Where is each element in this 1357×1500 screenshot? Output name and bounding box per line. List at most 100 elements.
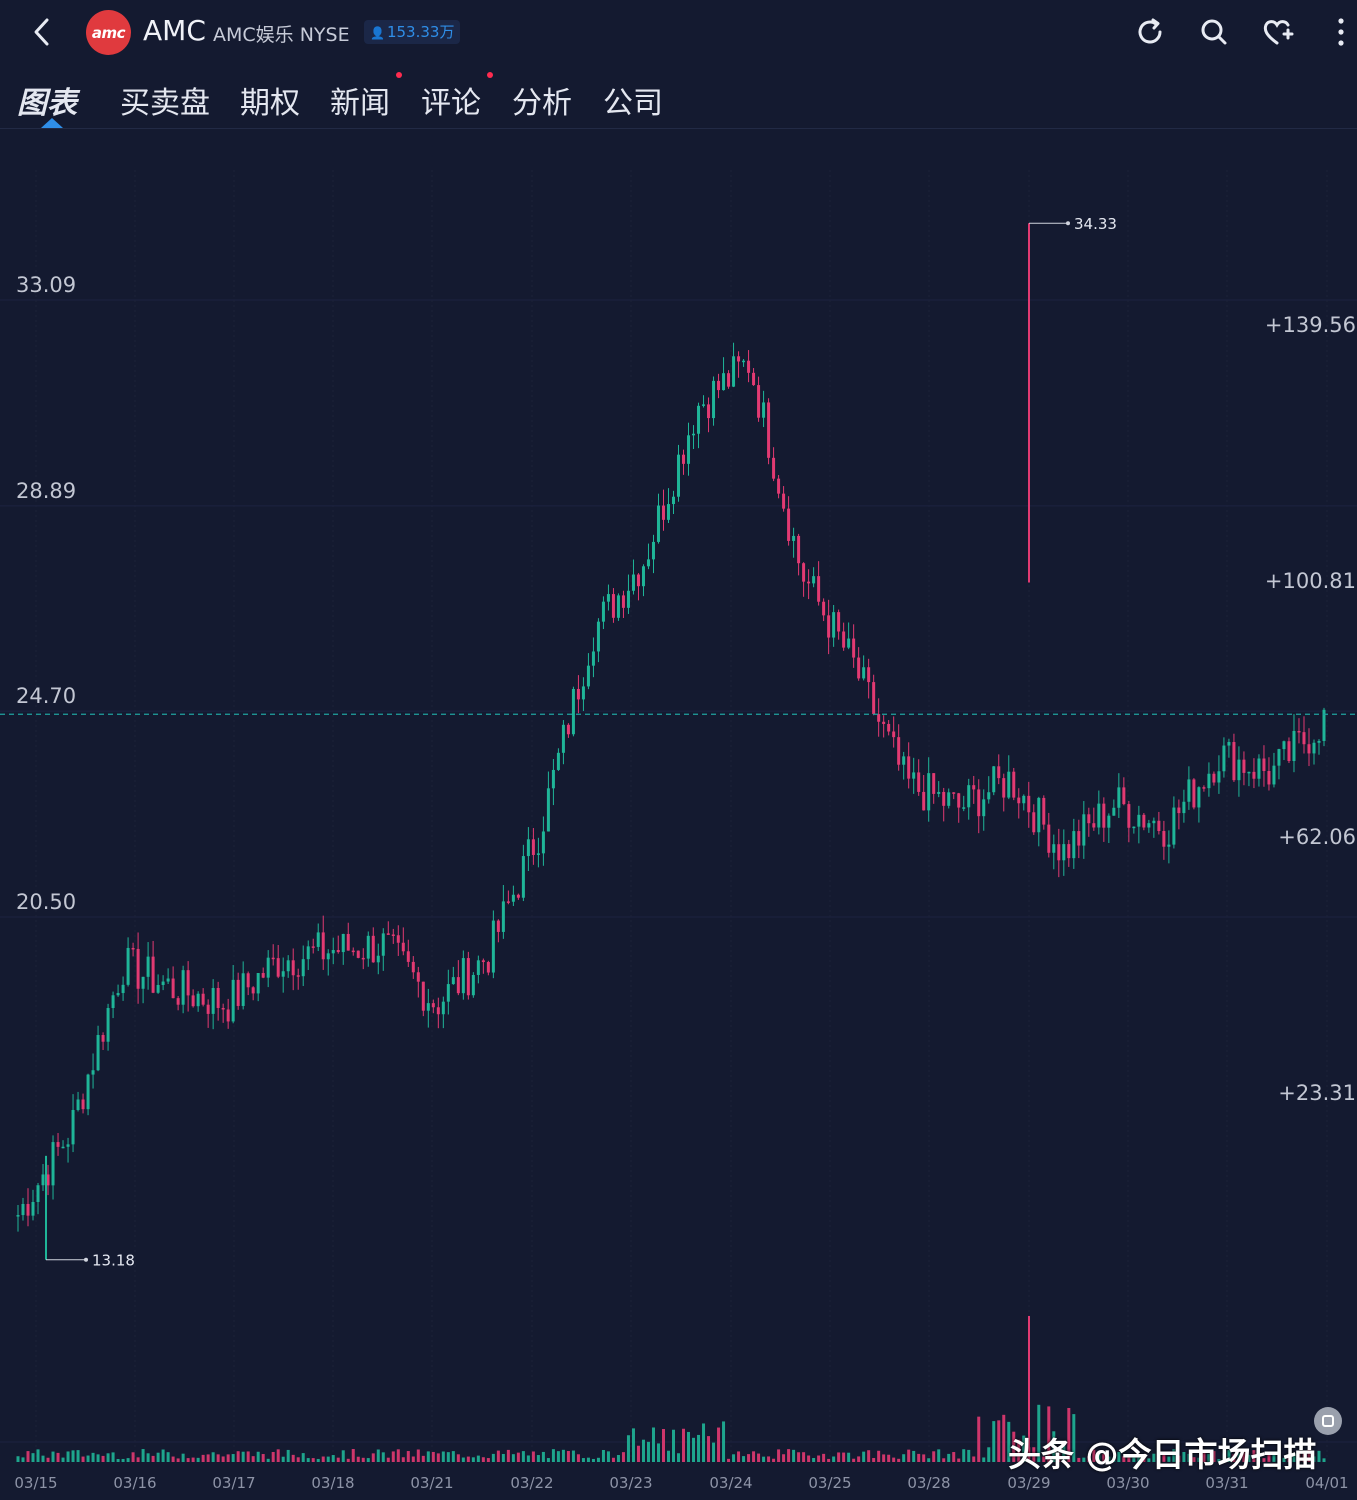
candle-body — [1112, 807, 1116, 816]
volume-bar — [196, 1457, 200, 1462]
candle-body — [897, 737, 901, 765]
volume-bar — [156, 1452, 160, 1462]
candle-body — [1072, 831, 1076, 859]
date-label: 03/17 — [212, 1474, 255, 1492]
more-icon[interactable] — [1323, 14, 1357, 50]
candle-body — [151, 956, 155, 993]
volume-bar — [1292, 1452, 1296, 1462]
volume-bar — [1087, 1456, 1091, 1462]
volume-bar — [797, 1452, 801, 1462]
candle-body — [707, 404, 711, 419]
candle-body — [26, 1203, 30, 1216]
volume-bar — [571, 1450, 575, 1462]
volume-bar — [852, 1458, 856, 1462]
candle-body — [511, 894, 515, 902]
volume-bar — [1127, 1456, 1131, 1462]
candle-body — [381, 933, 385, 956]
volume-bar — [1242, 1451, 1246, 1462]
volume-bar — [957, 1458, 961, 1462]
refresh-icon[interactable] — [1132, 14, 1168, 50]
candle-body — [1262, 758, 1266, 772]
tab-divider — [0, 128, 1357, 129]
candle-body — [96, 1035, 100, 1071]
tab-order-book[interactable]: 买卖盘 — [120, 86, 210, 121]
volume-bar — [36, 1449, 40, 1462]
percent-axis-label: +139.56 — [1265, 313, 1356, 337]
candle-body — [391, 934, 395, 936]
candle-body — [742, 360, 746, 363]
candle-body — [506, 901, 510, 903]
volume-bar — [917, 1453, 921, 1462]
volume-bar — [997, 1420, 1001, 1462]
candle-body — [737, 356, 741, 362]
volume-bar — [1197, 1457, 1201, 1462]
candle-body — [1307, 744, 1311, 754]
volume-bar — [326, 1456, 330, 1462]
volume-bar — [892, 1457, 896, 1462]
volume-bar — [321, 1456, 325, 1462]
candle-body — [51, 1142, 55, 1186]
volume-bar — [201, 1454, 205, 1462]
heart-add-icon[interactable] — [1259, 14, 1295, 50]
volume-bar — [656, 1443, 660, 1462]
volume-bar — [807, 1455, 811, 1462]
tab-comments[interactable]: 评论 — [421, 86, 481, 121]
volume-bar — [1147, 1458, 1151, 1462]
volume-bar — [546, 1458, 550, 1462]
candle-body — [1082, 814, 1086, 846]
volume-bar — [1007, 1421, 1011, 1462]
tab-news[interactable]: 新闻 — [330, 86, 390, 121]
volume-bar — [256, 1451, 260, 1462]
volume-bar — [331, 1455, 335, 1462]
candle-body — [166, 978, 170, 982]
candle-body — [191, 995, 195, 1007]
volume-bar — [977, 1416, 981, 1462]
candle-body — [867, 667, 871, 683]
volume-bar — [236, 1451, 240, 1462]
volume-bar — [371, 1453, 375, 1462]
tab-options[interactable]: 期权 — [240, 86, 300, 121]
candle-body — [712, 380, 716, 419]
price-chart[interactable]: 33.09 28.89 24.70 20.50 +139.56 +100.81 +62.06… — [0, 130, 1357, 1500]
volume-bar — [211, 1452, 215, 1462]
tab-chart[interactable]: 图表 — [17, 86, 77, 121]
candle-body — [161, 981, 165, 985]
volume-bar — [516, 1452, 520, 1462]
candle-body — [1247, 771, 1251, 774]
candle-body — [1237, 759, 1241, 781]
volume-bar — [1302, 1453, 1306, 1462]
candle-body — [1152, 820, 1156, 824]
volume-bar — [86, 1455, 90, 1462]
volume-bar — [576, 1454, 580, 1462]
search-icon[interactable] — [1196, 14, 1232, 50]
tab-company[interactable]: 公司 — [603, 86, 663, 121]
tab-analysis[interactable]: 分析 — [512, 86, 572, 121]
candle-body — [872, 682, 876, 715]
chart-svg[interactable]: 33.09 28.89 24.70 20.50 +139.56 +100.81 +62.06… — [0, 130, 1357, 1500]
back-icon[interactable] — [22, 12, 62, 52]
candle-body — [1217, 771, 1221, 783]
candle-body — [787, 508, 791, 541]
volume-bar — [1022, 1435, 1026, 1462]
candle-body — [1192, 779, 1196, 808]
expand-icon[interactable] — [1314, 1407, 1342, 1435]
candle-body — [1142, 814, 1146, 828]
followers-badge[interactable]: 👤 153.33万 — [364, 20, 461, 44]
candle-body — [621, 595, 625, 608]
volume-bar — [1077, 1457, 1081, 1462]
candle-body — [201, 993, 205, 1005]
volume-bar — [1282, 1457, 1286, 1462]
volume-bar — [882, 1454, 886, 1462]
candle-body — [1042, 797, 1046, 825]
candle-body — [566, 724, 570, 735]
volume-bar — [907, 1449, 911, 1462]
volume-bar — [932, 1451, 936, 1462]
date-label: 03/16 — [113, 1474, 156, 1492]
date-label: 03/21 — [410, 1474, 453, 1492]
volume-bar — [1002, 1414, 1006, 1462]
candle-body — [261, 973, 265, 978]
candle-body — [987, 792, 991, 800]
candle-body — [847, 638, 851, 648]
volume-bar — [71, 1450, 75, 1462]
volume-bar — [636, 1445, 640, 1462]
